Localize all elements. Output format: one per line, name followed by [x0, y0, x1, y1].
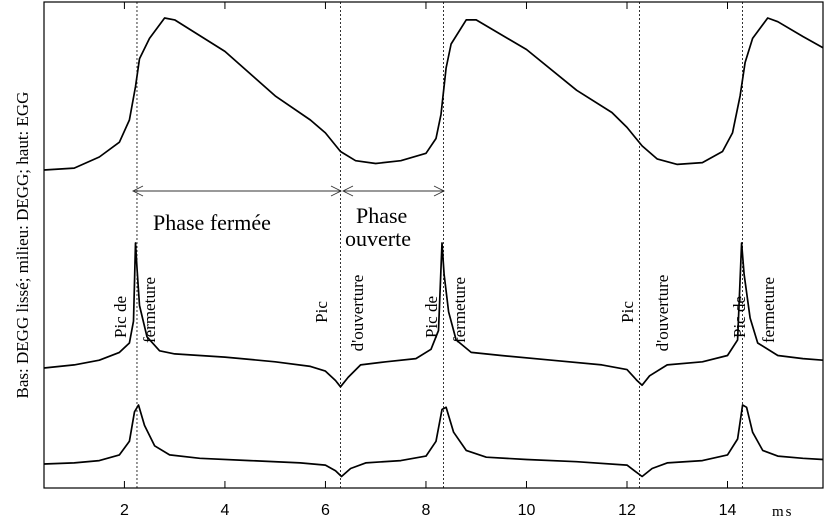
- phase-ouverte-label-line2: ouverte: [345, 226, 411, 251]
- x-tick-label: 10: [518, 502, 536, 519]
- plot-frame: [43, 1, 824, 489]
- egg-trace: [43, 17, 824, 171]
- degg-smoothed-trace: [43, 404, 824, 478]
- x-tick-label: 12: [618, 502, 636, 519]
- arrowhead: [131, 185, 144, 197]
- ouverture-label-1: d'ouverture: [348, 275, 367, 352]
- phase-arrows: [131, 185, 446, 197]
- vertical-markers: [136, 2, 743, 488]
- fermeture-label-3: fermeture: [759, 277, 778, 343]
- x-tick-label: 4: [220, 502, 229, 519]
- pic-de-label-2: Pic de: [422, 296, 441, 338]
- signal-traces: [43, 17, 824, 478]
- fermeture-label-2: fermeture: [450, 277, 469, 343]
- fermeture-label-1: fermeture: [140, 277, 159, 343]
- x-tick-label: 6: [321, 502, 330, 519]
- x-tick-label: 2: [120, 502, 129, 519]
- pic-label-2: Pic: [618, 301, 637, 323]
- x-ticks: 2 4 6 8 10 12 14: [120, 2, 737, 519]
- phase-ouverte-label-line1: Phase: [356, 203, 407, 228]
- pic-de-label-1: Pic de: [111, 296, 130, 338]
- arrowhead: [433, 185, 446, 197]
- degg-trace: [43, 242, 824, 388]
- arrowhead: [341, 185, 354, 197]
- arrowhead: [330, 185, 343, 197]
- x-unit-label: ms: [772, 504, 794, 520]
- x-tick-label: 14: [719, 502, 737, 519]
- phase-fermee-label: Phase fermée: [153, 210, 271, 235]
- ouverture-label-2: d'ouverture: [653, 275, 672, 352]
- pic-label-1: Pic: [312, 301, 331, 323]
- x-tick-label: 8: [422, 502, 431, 519]
- pic-de-label-3: Pic de: [730, 296, 749, 338]
- y-axis-label: Bas: DEGG lissé; milieu: DEGG; haut: EGG: [13, 92, 32, 399]
